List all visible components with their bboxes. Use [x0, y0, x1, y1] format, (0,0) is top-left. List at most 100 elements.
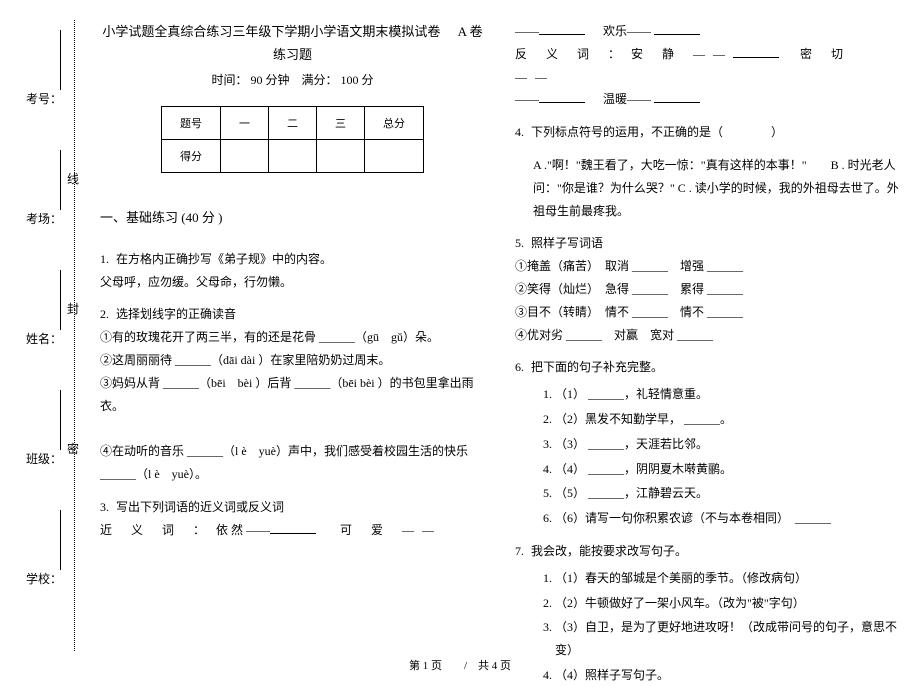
near-label: 近 义 词 ： — [100, 523, 213, 537]
blank — [539, 91, 585, 103]
section-heading: 一、基础练习 (40 分 ) — [100, 207, 485, 226]
q2-item: ③妈妈从背 ______（bēi bèi ）后背 ______（bēi bèi … — [100, 372, 485, 418]
title-main: 小学试题全真综合练习三年级下学期小学语文期末模拟试卷 — [102, 24, 440, 39]
table-row: 题号 一 二 三 总分 — [162, 106, 424, 139]
question-text: 把下面的句子补充完整。 — [531, 360, 663, 374]
question-6: 6. 把下面的句子补充完整。 （1） ______，礼轻情意重。 （2）黑发不知… — [515, 356, 900, 530]
time-value: 90 分钟 — [250, 73, 289, 87]
q3-anti-row2: —— 温暖—— — [515, 88, 900, 111]
binding-label-class: 班级： — [24, 450, 64, 467]
q1-body: 父母呼，应勿缓。父母命，行勿懒。 — [100, 271, 485, 294]
question-text: 照样子写词语 — [531, 236, 603, 250]
q2-item: ①有的玫瑰花开了两三半，有的还是花骨 ______（gū gǔ）朵。 — [100, 326, 485, 349]
binding-seal-char: 线 — [67, 170, 79, 187]
question-5: 5. 照样子写词语 ①掩盖（痛苦） 取消 ______ 增强 ______ ②笑… — [515, 232, 900, 346]
full-value: 100 分 — [341, 73, 374, 87]
list-item: （3）自卫，是为了更好地进攻呀！（改成带问号的句子，意思不变） — [555, 616, 900, 662]
title-sub: 练习题 — [100, 43, 485, 66]
q2-item: ④在动听的音乐 ______（l è yuè）声中，我们感受着校园生活的快乐 _… — [100, 440, 485, 486]
binding-underline — [60, 270, 61, 330]
score-header: 题号 — [162, 106, 221, 139]
score-cell — [317, 139, 365, 172]
q3-near-row: 近 义 词 ： 依 然 —— 可 爱 —— — [100, 519, 485, 542]
list-item: （3） ______，天涯若比邻。 — [555, 433, 900, 456]
score-cell — [269, 139, 317, 172]
blank — [654, 23, 700, 35]
list-item: （1） ______，礼轻情意重。 — [555, 383, 900, 406]
question-number: 1. — [100, 252, 109, 266]
near-item: 依 然 —— — [216, 523, 270, 537]
page-footer: 第 1 页 / 共 4 页 — [0, 657, 920, 673]
q3-near-row2: —— 欢乐—— — [515, 20, 900, 43]
question-1: 1. 在方格内正确抄写《弟子规》中的内容。 父母呼，应勿缓。父母命，行勿懒。 — [100, 248, 485, 294]
score-header: 二 — [269, 106, 317, 139]
question-number: 3. — [100, 500, 109, 514]
question-4: 4. 下列标点符号的运用，不正确的是（ ） A ."啊！"魏王看了，大吃一惊："… — [515, 121, 900, 222]
q5-row: ④优对劣 ______ 对赢 宽对 ______ — [515, 324, 900, 347]
anti-item: 温暖—— — [603, 92, 651, 106]
score-header: 一 — [221, 106, 269, 139]
question-number: 4. — [515, 125, 524, 139]
list-item: （1）春天的邹城是个美丽的季节。（修改病句） — [555, 567, 900, 590]
q5-row: ③目不（转睛） 情不 ______ 情不 ______ — [515, 301, 900, 324]
q5-row: ①掩盖（痛苦） 取消 ______ 增强 ______ — [515, 255, 900, 278]
page-body: 小学试题全真综合练习三年级下学期小学语文期末模拟试卷 A 卷 练习题 时间： 9… — [100, 20, 900, 651]
exam-title: 小学试题全真综合练习三年级下学期小学语文期末模拟试卷 A 卷 练习题 — [100, 20, 485, 67]
question-number: 7. — [515, 544, 524, 558]
blank — [654, 91, 700, 103]
score-header: 三 — [317, 106, 365, 139]
binding-underline — [60, 30, 61, 90]
binding-underline — [60, 150, 61, 210]
binding-margin: 考号： 考场： 姓名： 班级： 学校： 密 封 线 — [24, 20, 84, 651]
q4-body: A ."啊！"魏王看了，大吃一惊："真有这样的本事！" B . 时光老人问："你… — [515, 154, 900, 222]
list-item: （2）牛顿做好了一架小风车。（改为"被"字句） — [555, 592, 900, 615]
binding-underline — [60, 390, 61, 450]
binding-label-exam-id: 考号： — [24, 90, 64, 107]
binding-label-room: 考场： — [24, 210, 64, 227]
blank — [539, 23, 585, 35]
question-2: 2. 选择划线字的正确读音 ①有的玫瑰花开了两三半，有的还是花骨 ______（… — [100, 303, 485, 485]
question-number: 5. — [515, 236, 524, 250]
anti-item: 安 静 —— — [631, 47, 733, 61]
q5-row: ②笑得（灿烂） 急得 ______ 累得 ______ — [515, 278, 900, 301]
list-item: （4） ______，阴阴夏木啭黄鹂。 — [555, 458, 900, 481]
question-3: 3. 写出下列词语的近义词或反义词 近 义 词 ： 依 然 —— 可 爱 —— — [100, 496, 485, 542]
question-text: 下列标点符号的运用，不正确的是（ ） — [531, 125, 783, 139]
left-column: 小学试题全真综合练习三年级下学期小学语文期末模拟试卷 A 卷 练习题 时间： 9… — [100, 20, 485, 651]
binding-underline — [60, 510, 61, 570]
q3-continued: —— 欢乐—— 反 义 词 ： 安 静 —— 密 切 —— —— 温暖—— — [515, 20, 900, 111]
score-header: 总分 — [365, 106, 424, 139]
list-item: （5） ______，江静碧云天。 — [555, 482, 900, 505]
q3-anti-row: 反 义 词 ： 安 静 —— 密 切 —— — [515, 43, 900, 89]
question-text: 写出下列词语的近义词或反义词 — [116, 500, 284, 514]
question-number: 2. — [100, 307, 109, 321]
score-cell — [221, 139, 269, 172]
right-column: —— 欢乐—— 反 义 词 ： 安 静 —— 密 切 —— —— 温暖—— 4. — [515, 20, 900, 651]
question-text: 我会改，能按要求改写句子。 — [531, 544, 687, 558]
full-label: 满分： — [302, 73, 338, 87]
list-item: （6）请写一句你积累农谚（不与本卷相同） ______ — [555, 507, 900, 530]
question-text: 选择划线字的正确读音 — [116, 307, 236, 321]
binding-label-school: 学校： — [24, 570, 64, 587]
score-table: 题号 一 二 三 总分 得分 — [161, 106, 424, 173]
near-item: 欢乐—— — [603, 24, 651, 38]
time-label: 时间： — [211, 73, 247, 87]
anti-label: 反 义 词 ： — [515, 47, 628, 61]
binding-label-name: 姓名： — [24, 330, 64, 347]
question-text: 在方格内正确抄写《弟子规》中的内容。 — [116, 252, 332, 266]
q6-list: （1） ______，礼轻情意重。 （2）黑发不知勤学早， ______。 （3… — [515, 383, 900, 530]
blank — [733, 46, 779, 58]
time-full: 时间： 90 分钟 满分： 100 分 — [100, 71, 485, 88]
blank — [270, 522, 316, 534]
question-number: 6. — [515, 360, 524, 374]
list-item: （2）黑发不知勤学早， ______。 — [555, 408, 900, 431]
table-row: 得分 — [162, 139, 424, 172]
score-label: 得分 — [162, 139, 221, 172]
q2-item: ②这周丽丽待 ______（dāi dài ）在家里陪奶奶过周末。 — [100, 349, 485, 372]
binding-seal-char: 封 — [67, 300, 79, 317]
binding-dotted-line — [74, 20, 75, 651]
binding-seal-char: 密 — [67, 440, 79, 457]
title-tag: A 卷 — [458, 20, 483, 43]
near-item: 可 爱 —— — [340, 523, 442, 537]
score-cell — [365, 139, 424, 172]
